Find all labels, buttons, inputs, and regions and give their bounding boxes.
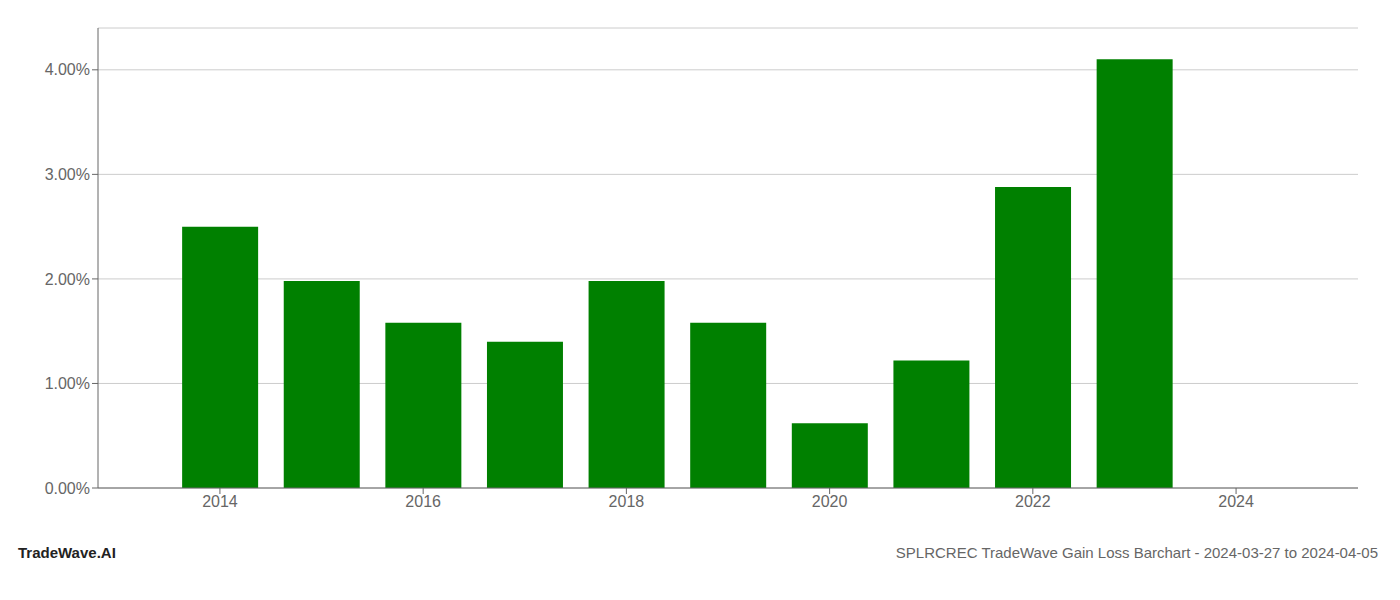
svg-text:2014: 2014 [202,493,238,510]
svg-text:2018: 2018 [609,493,645,510]
svg-text:2016: 2016 [405,493,441,510]
svg-text:0.00%: 0.00% [45,480,90,497]
svg-text:2022: 2022 [1015,493,1051,510]
html-text:SPLRCREC TradeWave Gain Loss B: SPLRCREC TradeWave Gain Loss Barchart - … [895,544,1378,561]
svg-text:2020: 2020 [812,493,848,510]
html-text:TradeWave.AI: TradeWave.AI [18,544,116,561]
svg-text:3.00%: 3.00% [45,166,90,183]
svg-text:1.00%: 1.00% [45,375,90,392]
svg-text:2.00%: 2.00% [45,271,90,288]
svg-text:2024: 2024 [1218,493,1254,510]
svg-text:4.00%: 4.00% [45,61,90,78]
